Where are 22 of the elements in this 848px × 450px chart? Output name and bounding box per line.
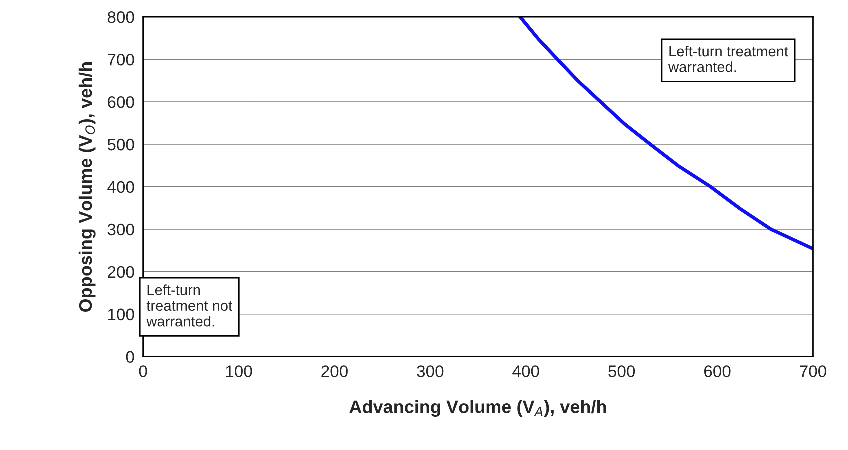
y-axis-title: Opposing Volume (V$_{O}$), veh/h (78, 62, 96, 312)
x-tick-label: 100 (226, 366, 252, 378)
y-tick-label: 0 (126, 351, 134, 364)
x-tick-label: 500 (608, 366, 636, 378)
y-tick-label: 700 (108, 54, 134, 66)
x-tick-label: 200 (322, 366, 348, 378)
y-tick-label: 100 (108, 308, 134, 321)
y-tick-label: 800 (108, 12, 134, 24)
x-tick-label: 700 (800, 366, 826, 378)
y-tick-label: 200 (108, 266, 134, 278)
y-tick-label: 600 (108, 96, 134, 108)
y-tick-label: 400 (108, 181, 134, 194)
y-tick-label: 300 (108, 224, 134, 236)
annotation: Left-turn treatment warranted. (668, 46, 788, 72)
x-axis-title: Advancing Volume (V$_{A}$), veh/h (350, 400, 606, 418)
annotation: Left-turn treatment not warranted. (146, 284, 232, 327)
x-tick-label: 400 (512, 366, 540, 378)
x-tick-label: 300 (417, 366, 444, 378)
line-series (518, 17, 814, 251)
x-tick-label: 600 (704, 366, 731, 378)
x-tick-label: 0 (139, 366, 148, 378)
y-tick-label: 500 (108, 138, 134, 151)
